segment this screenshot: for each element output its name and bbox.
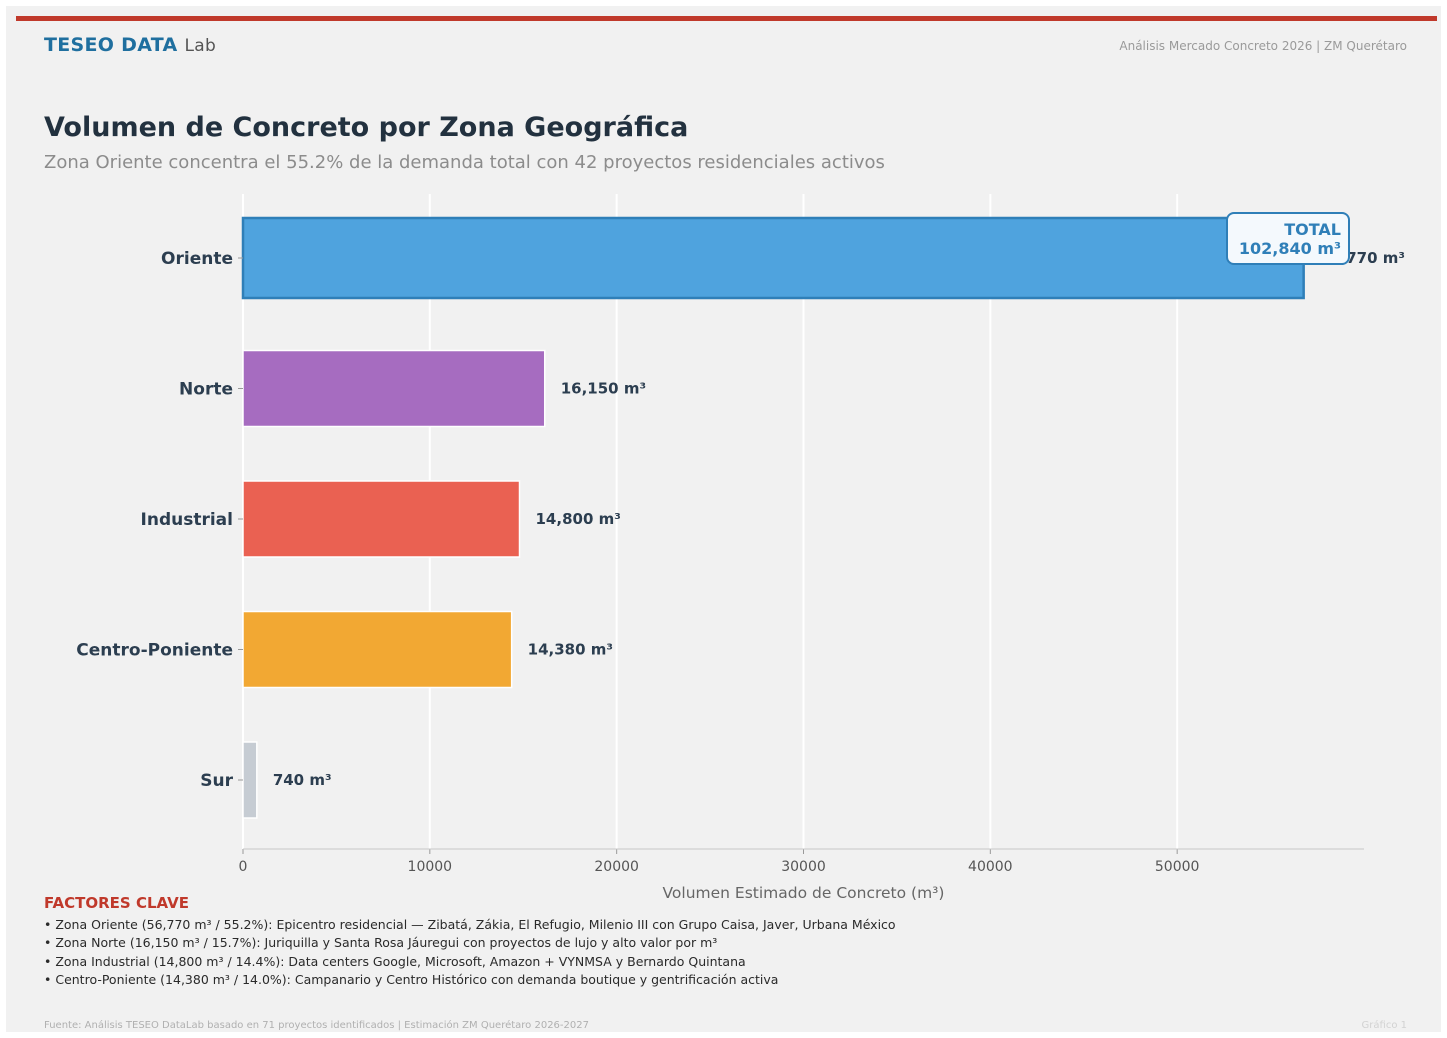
factors-title: FACTORES CLAVE bbox=[44, 894, 189, 912]
chart-title: Volumen de Concreto por Zona Geográfica bbox=[44, 112, 689, 143]
total-value: 102,840 m³ bbox=[1239, 239, 1341, 258]
brand-sub: Lab bbox=[184, 36, 217, 56]
total-label: TOTAL bbox=[1284, 220, 1341, 239]
top-accent-rule bbox=[16, 16, 1437, 21]
data-label: 14,380 m³ bbox=[528, 641, 613, 659]
x-tick-label: 10000 bbox=[408, 859, 453, 875]
factors-list: • Zona Oriente (56,770 m³ / 55.2%): Epic… bbox=[44, 916, 896, 989]
x-tick-label: 20000 bbox=[594, 859, 639, 875]
report-page: TESEO DATA Lab Análisis Mercado Concreto… bbox=[6, 6, 1441, 1032]
y-tick-label: Norte bbox=[179, 380, 233, 400]
factor-item: • Zona Oriente (56,770 m³ / 55.2%): Epic… bbox=[44, 917, 896, 932]
factor-item: • Centro-Poniente (14,380 m³ / 14.0%): C… bbox=[44, 971, 779, 987]
data-label: 740 m³ bbox=[273, 771, 332, 789]
bar-oriente bbox=[241, 216, 1305, 300]
brand-main: TESEO DATA bbox=[44, 34, 178, 56]
factor-item: • Zona Industrial (14,800 m³ / 14.4%): D… bbox=[44, 953, 746, 969]
factor-item: • Zona Norte (16,150 m³ / 15.7%): Juriqu… bbox=[44, 935, 718, 951]
bar-industrial bbox=[242, 480, 521, 558]
y-tick-label: Oriente bbox=[161, 249, 233, 269]
data-label: 14,800 m³ bbox=[536, 510, 621, 528]
brand-logo: TESEO DATA Lab bbox=[44, 34, 216, 56]
bar-norte bbox=[242, 349, 546, 428]
x-tick-label: 40000 bbox=[968, 859, 1013, 875]
x-tick-label: 50000 bbox=[1155, 859, 1200, 875]
data-label: 16,150 m³ bbox=[561, 380, 646, 398]
footer-figure-label: Gráfico 1 bbox=[1361, 1020, 1407, 1031]
x-axis-title: Volumen Estimado de Concreto (m³) bbox=[663, 884, 945, 902]
bar-centro-poniente bbox=[242, 610, 513, 689]
total-box bbox=[1226, 212, 1350, 265]
header-context: Análisis Mercado Concreto 2026 | ZM Quer… bbox=[1119, 39, 1407, 53]
footer-source: Fuente: Análisis TESEO DataLab basado en… bbox=[44, 1020, 589, 1031]
x-tick-label: 0 bbox=[239, 859, 248, 875]
bar-sur bbox=[242, 741, 258, 819]
chart-subtitle: Zona Oriente concentra el 55.2% de la de… bbox=[44, 152, 885, 173]
y-tick-label: Industrial bbox=[141, 510, 233, 530]
x-tick-label: 30000 bbox=[781, 859, 826, 875]
bar-chart: 0 10000 20000 30000 40000 50000 Volumen Estima… bbox=[76, 194, 1405, 902]
y-tick-label: Centro-Poniente bbox=[76, 641, 233, 661]
y-tick-label: Sur bbox=[200, 771, 233, 791]
